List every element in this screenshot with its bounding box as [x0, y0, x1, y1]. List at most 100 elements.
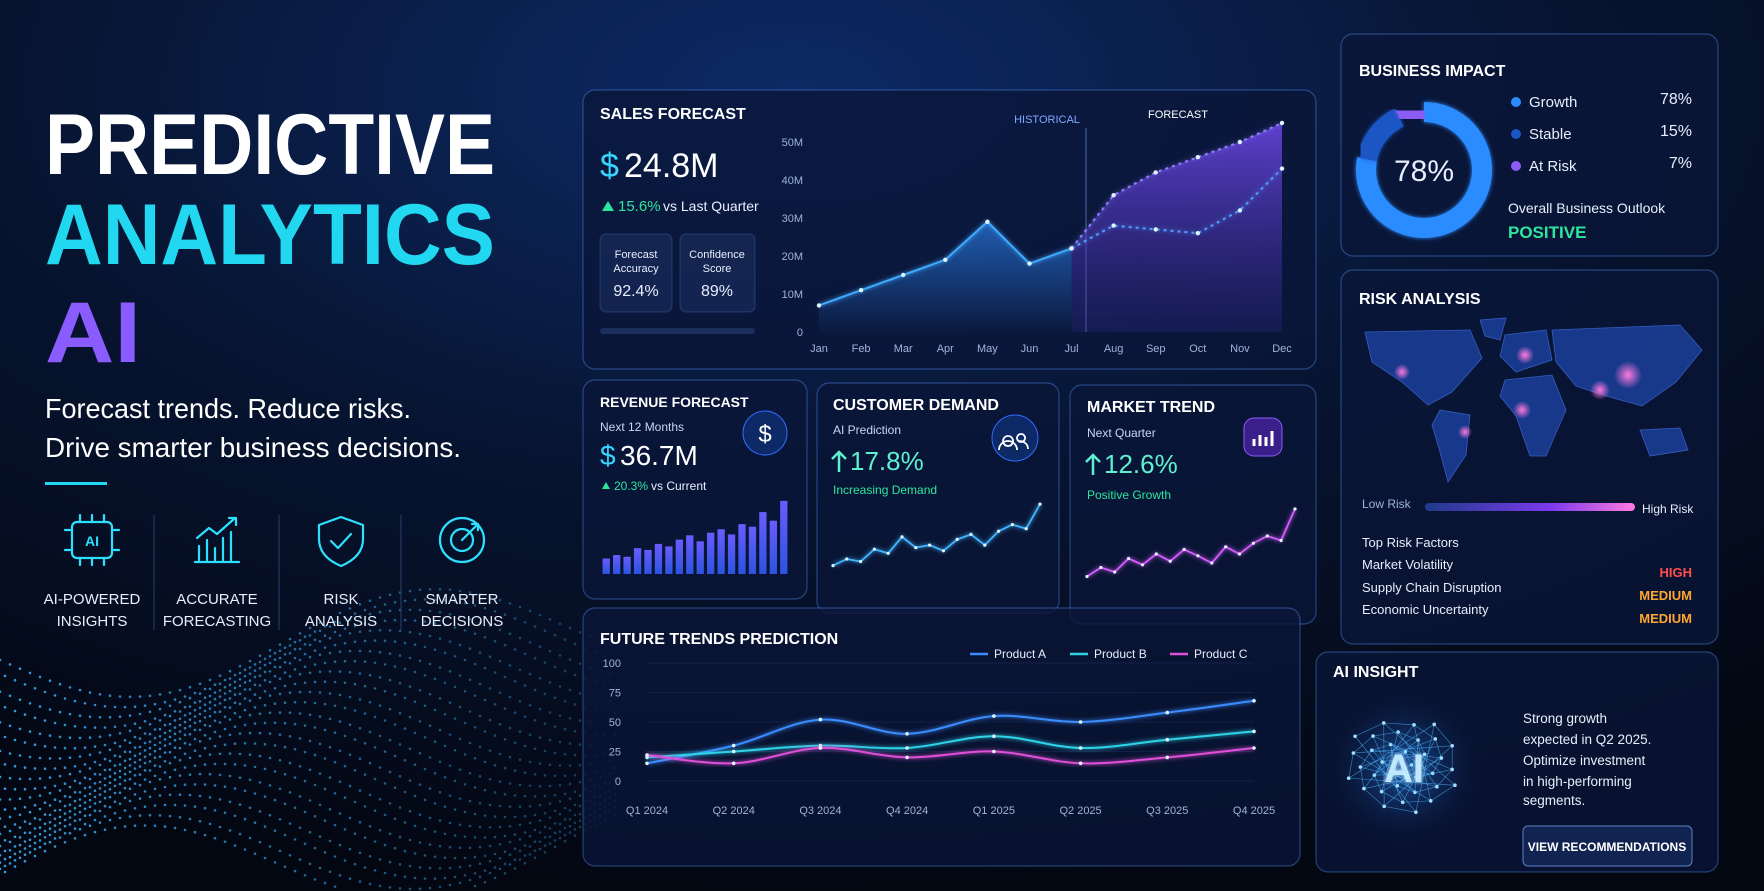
- particle: [168, 722, 172, 726]
- particle: [58, 815, 62, 819]
- particle: [243, 817, 247, 821]
- hotspot: [1458, 425, 1472, 439]
- particle: [148, 769, 152, 772]
- particle: [313, 815, 317, 818]
- y-tick-label: 40M: [782, 175, 803, 187]
- particle: [63, 832, 67, 835]
- particle: [453, 655, 457, 658]
- particle: [278, 759, 282, 762]
- particle: [33, 803, 37, 807]
- particle: [468, 741, 472, 745]
- particle: [63, 804, 67, 808]
- particle: [223, 685, 227, 689]
- particle: [3, 839, 7, 842]
- particle: [188, 773, 192, 776]
- particle: [88, 715, 92, 719]
- particle: [313, 701, 317, 705]
- particle: [538, 677, 542, 680]
- button-bg[interactable]: [1522, 825, 1693, 867]
- particle: [218, 773, 222, 777]
- particle: [493, 876, 497, 880]
- particle: [468, 878, 472, 882]
- particle: [418, 841, 422, 844]
- particle: [433, 648, 437, 651]
- particle: [423, 877, 427, 880]
- particle: [503, 738, 507, 741]
- particle: [8, 752, 12, 755]
- particle: [478, 745, 482, 749]
- particle: [163, 760, 167, 763]
- particle: [28, 702, 32, 705]
- bar: [675, 539, 683, 574]
- factor-level: HIGH: [1660, 565, 1693, 580]
- particle: [68, 816, 72, 819]
- brain-link: [1383, 722, 1456, 786]
- particle: [478, 621, 482, 624]
- particle: [28, 851, 32, 854]
- point: [992, 749, 996, 754]
- particle: [23, 840, 27, 843]
- point: [1165, 755, 1170, 760]
- particle: [523, 771, 527, 774]
- particle: [243, 742, 247, 745]
- particle: [428, 787, 432, 790]
- particle: [293, 656, 297, 660]
- particle: [273, 861, 277, 864]
- particle: [83, 822, 87, 826]
- particle: [293, 640, 297, 644]
- particle: [248, 806, 252, 810]
- brain-network: [1346, 721, 1457, 815]
- particle: [198, 682, 202, 686]
- insight-text: Strong growth expected in Q2 2025. Optim…: [1523, 711, 1651, 808]
- particle: [433, 771, 437, 775]
- particle: [578, 631, 582, 634]
- x-tick-label: Q4 2024: [886, 805, 928, 817]
- recommend-button[interactable]: VIEW RECOMMENDATIONS: [1522, 825, 1693, 867]
- particle: [8, 663, 12, 666]
- particle: [573, 821, 577, 825]
- progress: [600, 328, 755, 334]
- impact-panel: [1340, 33, 1719, 257]
- button-label[interactable]: VIEW RECOMMENDATIONS: [1528, 840, 1686, 854]
- particle: [18, 836, 22, 839]
- particle: [493, 639, 497, 643]
- particle: [78, 804, 82, 807]
- particle: [258, 781, 262, 784]
- particle: [533, 625, 537, 628]
- particle: [418, 659, 422, 663]
- particle: [23, 820, 27, 823]
- particle: [13, 709, 17, 713]
- particle: [288, 711, 292, 714]
- particle: [38, 794, 42, 797]
- particle: [98, 735, 102, 738]
- particle: [293, 700, 297, 704]
- particle: [138, 783, 142, 787]
- particle: [423, 736, 427, 739]
- particle: [113, 791, 117, 795]
- particle: [328, 717, 332, 721]
- particle: [153, 743, 157, 747]
- particle: [373, 809, 377, 812]
- particle: [213, 744, 217, 748]
- particle: [308, 690, 312, 694]
- point: [992, 714, 996, 718]
- particle: [423, 645, 427, 649]
- particle: [568, 764, 572, 767]
- y-tick-label: 25: [609, 747, 621, 759]
- panel-title: BUSINESS IMPACT: [1359, 63, 1506, 80]
- particle: [448, 821, 452, 825]
- particle: [498, 825, 502, 829]
- particle: [273, 702, 277, 705]
- particle: [573, 803, 577, 807]
- particle: [373, 661, 377, 665]
- particle: [303, 635, 307, 638]
- particle: [103, 705, 107, 708]
- particle: [78, 827, 82, 831]
- particle: [248, 666, 252, 669]
- particle: [358, 630, 362, 634]
- particle: [498, 843, 502, 846]
- point: [992, 734, 996, 738]
- particle: [223, 698, 227, 702]
- particle: [53, 798, 57, 801]
- factor-level: MEDIUM: [1639, 588, 1692, 603]
